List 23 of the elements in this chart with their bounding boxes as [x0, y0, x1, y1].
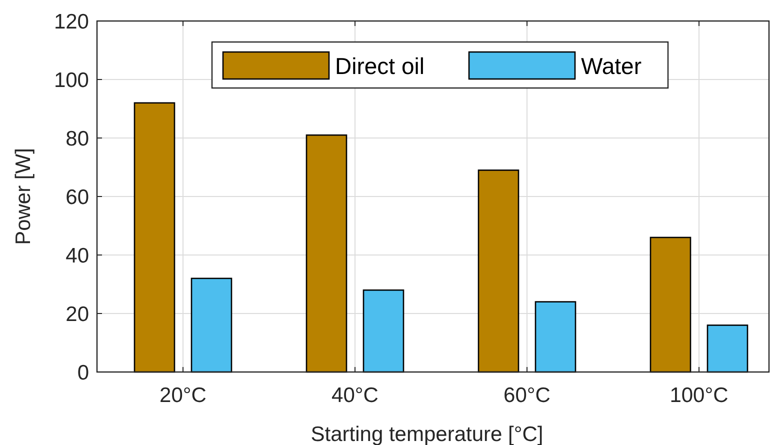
- x-axis-title: Starting temperature [°C]: [310, 423, 544, 445]
- bar: [190, 278, 232, 373]
- x-tick-label: 40°C: [332, 384, 378, 407]
- legend-label: Direct oil: [335, 53, 424, 80]
- y-axis-title: Power [W]: [12, 148, 35, 245]
- bar: [650, 236, 692, 373]
- legend-label: Water: [581, 53, 642, 80]
- bar: [134, 102, 176, 373]
- bar: [478, 170, 520, 373]
- y-tick-label: 0: [77, 361, 89, 384]
- x-tick-label: 60°C: [504, 384, 550, 407]
- y-tick-label: 80: [66, 127, 89, 150]
- y-tick-label: 40: [66, 244, 89, 268]
- bar: [534, 301, 576, 373]
- x-tick-label: 20°C: [160, 384, 206, 407]
- bar: [706, 324, 748, 373]
- bar: [362, 289, 404, 373]
- y-tick-label: 120: [54, 10, 89, 34]
- y-tick-label: 100: [54, 68, 89, 92]
- y-tick-label: 20: [66, 302, 89, 326]
- y-tick-label: 60: [66, 186, 89, 209]
- bar: [306, 134, 348, 373]
- x-tick-label: 100°C: [670, 384, 728, 407]
